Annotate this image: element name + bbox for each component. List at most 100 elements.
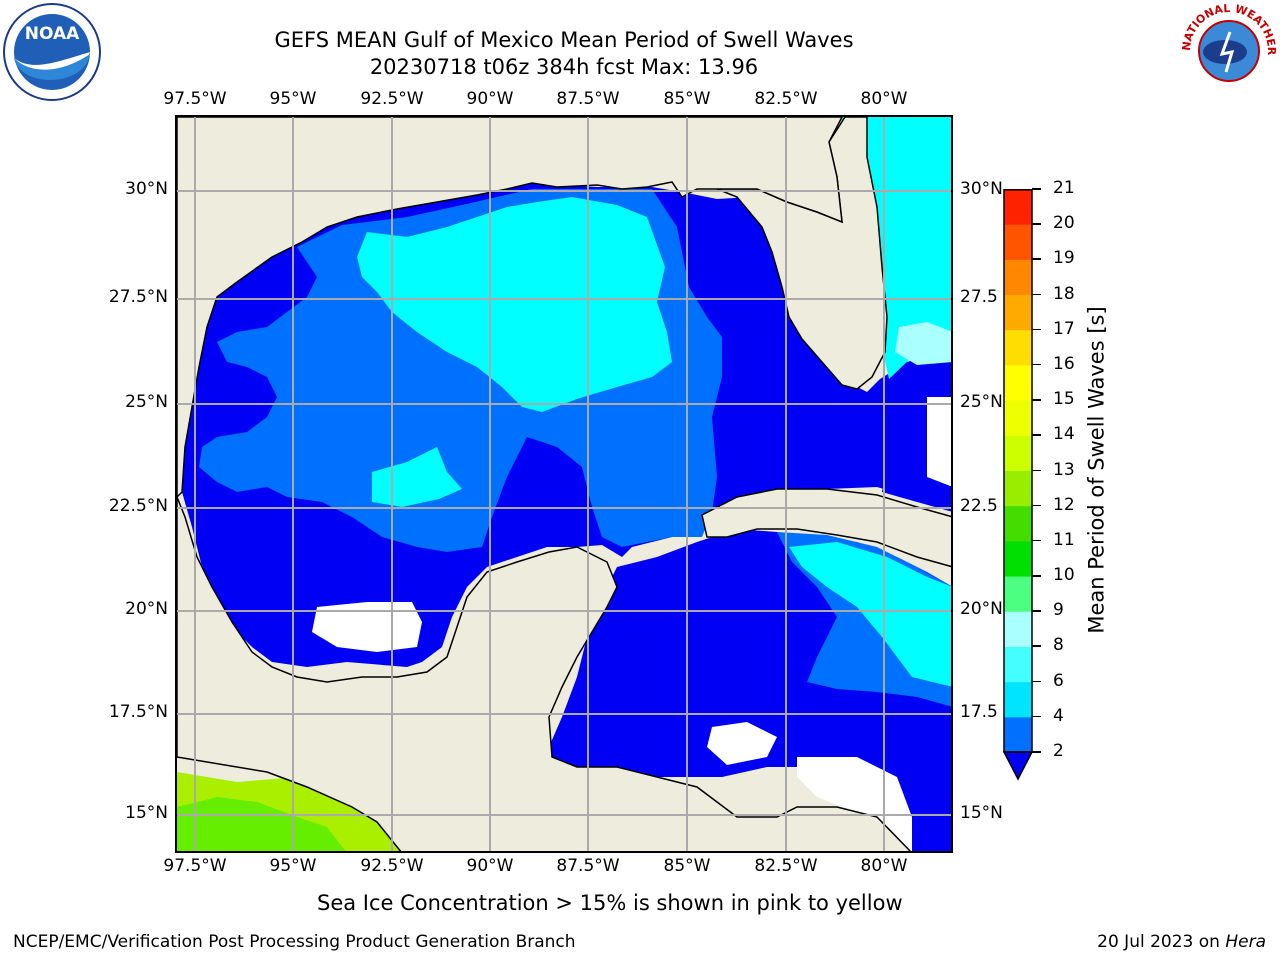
lon-label-bottom: 80°W <box>860 856 908 876</box>
noaa-logo-text: NOAA <box>25 24 80 44</box>
colorbar-segment <box>1004 329 1032 366</box>
caribbean-band-6-8 <box>789 542 951 687</box>
nodata-patch <box>312 602 422 652</box>
map-panel <box>175 115 953 853</box>
lat-label-right: 25°N <box>960 392 1003 412</box>
lon-label-bottom: 92.5°W <box>360 856 424 876</box>
colorbar-segment <box>1004 294 1032 331</box>
footer-right: 20 Jul 2023 on Hera <box>1097 934 1266 951</box>
lon-label-top: 82.5°W <box>754 89 818 109</box>
colorbar-tick-label: 14 <box>1053 424 1075 445</box>
colorbar-tick-mark <box>1032 469 1041 471</box>
lon-label-top: 97.5°W <box>163 89 227 109</box>
lat-label-right: 27.5 <box>960 287 998 307</box>
colorbar-tick-label: 20 <box>1053 213 1075 234</box>
colorbar-label: Mean Period of Swell Waves [s] <box>1084 306 1109 634</box>
lon-label-top: 80°W <box>860 89 908 109</box>
colorbar-segment <box>1004 681 1032 718</box>
lon-label-bottom: 95°W <box>269 856 317 876</box>
lat-label-left: 30°N <box>125 179 168 199</box>
colorbar-segment <box>1004 435 1032 471</box>
gulf-band-6-8-patch <box>372 447 462 507</box>
lat-label-right: 22.5 <box>960 496 998 516</box>
chart-subtitle: 20230718 t06z 384h fcst Max: 13.96 <box>369 55 759 79</box>
colorbar-tick-mark <box>1032 223 1041 225</box>
colorbar-tick-label: 16 <box>1053 353 1075 374</box>
gulf-band-6-8 <box>357 197 672 412</box>
colorbar-tick-label: 4 <box>1053 705 1064 726</box>
lat-label-right: 15°N <box>960 803 1003 823</box>
colorbar-tick-label: 9 <box>1053 600 1064 621</box>
atlantic-band-8-9 <box>895 322 951 365</box>
lat-label-left: 15°N <box>125 803 168 823</box>
colorbar-segment <box>1004 400 1032 436</box>
colorbar-tick-label: 2 <box>1053 741 1064 761</box>
colorbar-segment <box>1004 646 1032 683</box>
lat-label-left: 25°N <box>125 392 168 412</box>
colorbar-segment <box>1004 364 1032 401</box>
lat-label-right: 30°N <box>960 179 1003 199</box>
colorbar-tick-mark <box>1032 363 1041 366</box>
chart-title: GEFS MEAN Gulf of Mexico Mean Period of … <box>274 28 854 52</box>
lat-label-left: 22.5°N <box>108 496 168 516</box>
lon-label-bottom: 90°W <box>466 856 514 876</box>
lat-label-left: 17.5°N <box>108 702 168 722</box>
colorbar-tick-label: 6 <box>1053 670 1064 691</box>
colorbar-tick-mark <box>1032 539 1041 542</box>
swell-period-map <box>177 117 951 851</box>
colorbar-tick-mark <box>1032 434 1041 436</box>
lon-label-top: 95°W <box>269 89 317 109</box>
colorbar-tick-label: 13 <box>1053 459 1075 480</box>
lat-label-right: 20°N <box>960 599 1003 619</box>
lat-label-right: 17.5 <box>960 702 998 722</box>
footer-machine: Hera <box>1225 932 1266 952</box>
colorbar-tick-mark <box>1032 188 1041 190</box>
colorbar-segment <box>1004 540 1032 577</box>
lon-label-top: 92.5°W <box>360 89 424 109</box>
colorbar-tick-label: 11 <box>1053 529 1075 550</box>
colorbar-segment <box>1004 224 1032 260</box>
colorbar-tick-label: 18 <box>1053 283 1075 304</box>
sea-ice-note: Sea Ice Concentration > 15% is shown in … <box>317 891 903 915</box>
colorbar <box>1003 189 1034 781</box>
footer-left: NCEP/EMC/Verification Post Processing Pr… <box>13 932 576 952</box>
lat-label-left: 27.5°N <box>108 287 168 307</box>
colorbar-segment <box>1004 505 1032 542</box>
colorbar-tick-label: 10 <box>1053 565 1075 586</box>
lon-label-top: 85°W <box>663 89 711 109</box>
colorbar-segment <box>1004 716 1032 753</box>
lon-label-top: 87.5°W <box>556 89 620 109</box>
noaa-logo: NOAA <box>2 2 102 102</box>
graticule <box>177 117 951 851</box>
colorbar-tick-mark <box>1032 328 1041 331</box>
colorbar-segment <box>1004 259 1032 296</box>
colorbar-segment <box>1004 470 1032 507</box>
colorbar-tick-label: 8 <box>1053 635 1064 656</box>
colorbar-tick-mark <box>1032 715 1041 718</box>
lon-label-top: 90°W <box>466 89 514 109</box>
colorbar-tick-mark <box>1032 680 1041 683</box>
colorbar-tick-mark <box>1032 504 1041 507</box>
lon-label-bottom: 85°W <box>663 856 711 876</box>
colorbar-segment <box>1004 189 1032 225</box>
colorbar-tick-mark <box>1032 610 1041 612</box>
lon-label-bottom: 82.5°W <box>754 856 818 876</box>
colorbar-segment <box>1004 611 1032 647</box>
lon-label-bottom: 97.5°W <box>163 856 227 876</box>
colorbar-tick-label: 17 <box>1053 318 1075 339</box>
colorbar-tick-mark <box>1032 575 1041 577</box>
us-coast-land <box>177 117 843 499</box>
colorbar-tick-mark <box>1032 751 1041 753</box>
colorbar-tick-label: 21 <box>1053 178 1075 198</box>
nws-logo: NATIONAL WEATHER SERVICE <box>1176 0 1278 100</box>
nodata-patch <box>927 397 951 487</box>
colorbar-tick-mark <box>1032 293 1041 296</box>
colorbar-tick-mark <box>1032 399 1041 401</box>
colorbar-extension <box>1003 751 1034 781</box>
pacific-area-low <box>177 797 346 851</box>
yucatan-land <box>177 496 912 851</box>
colorbar-tick-mark <box>1032 645 1041 647</box>
colorbar-segment <box>1004 576 1032 612</box>
lat-label-left: 20°N <box>125 599 168 619</box>
